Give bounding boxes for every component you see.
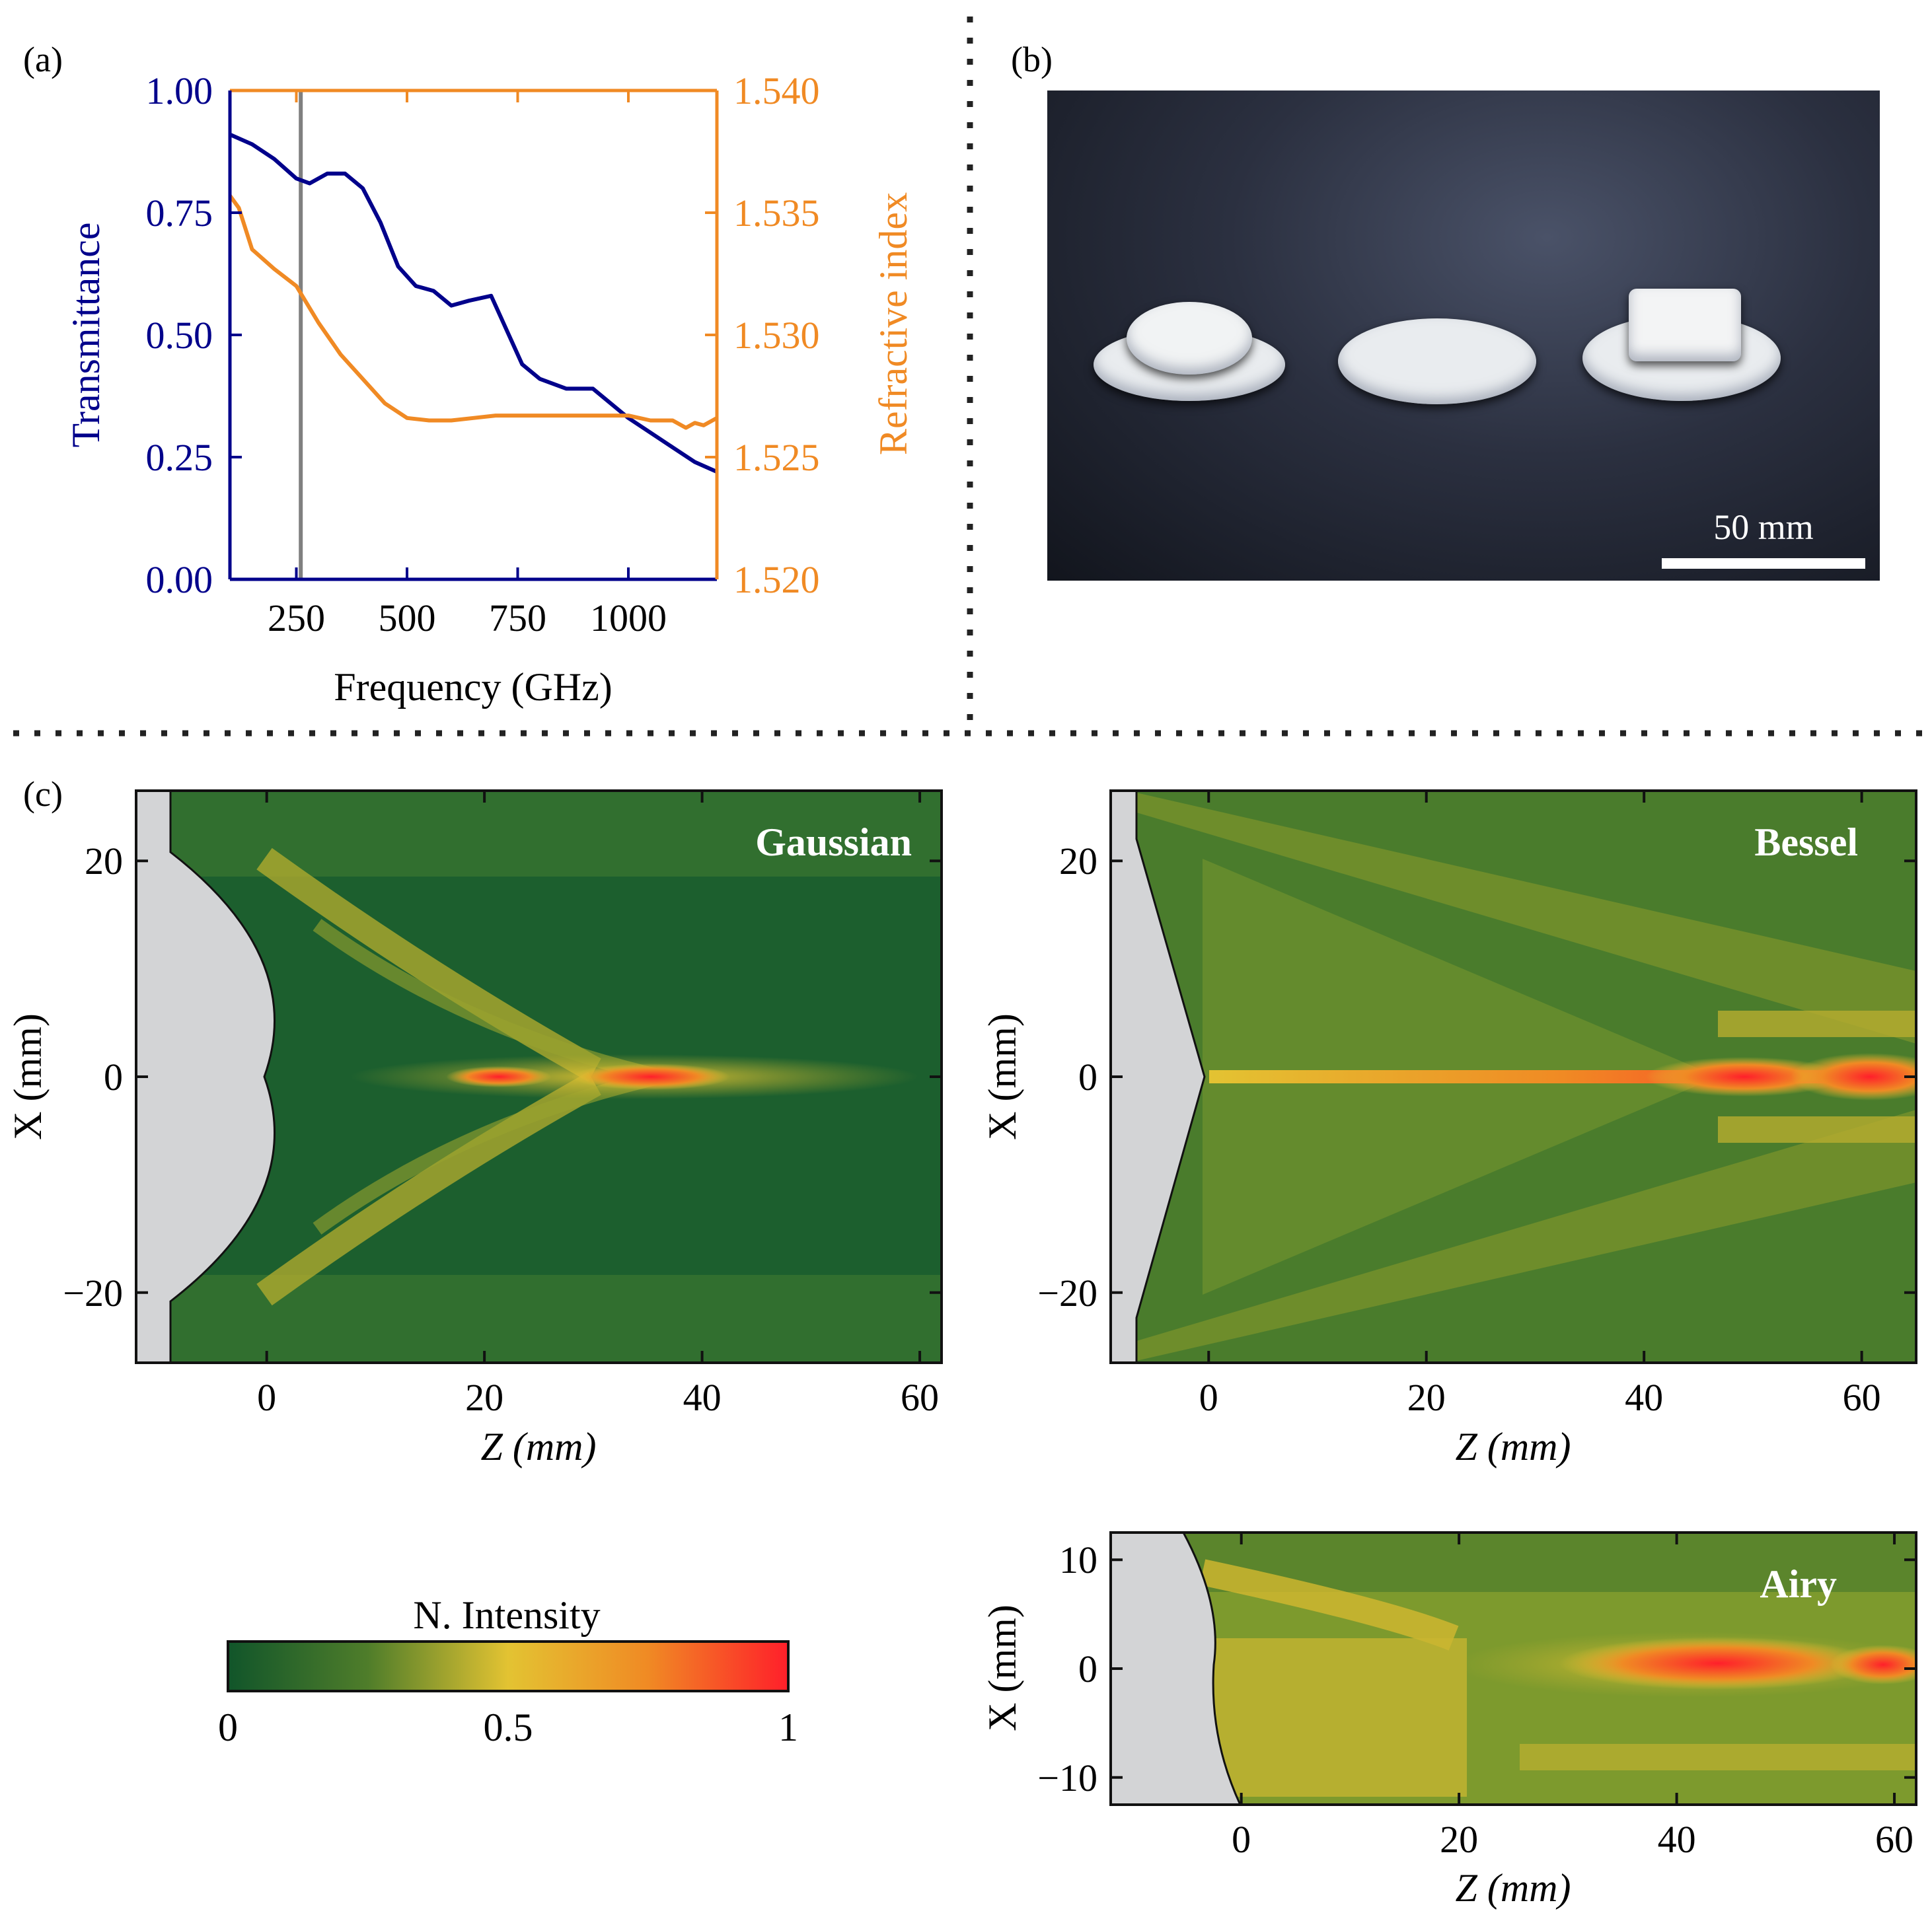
heatmap-xtick-label: 20 [1440,1818,1478,1861]
heatmap-xtick-label: 0 [1199,1376,1218,1419]
panel-a-plot-area: 250 500 750 1000 0.00 0.25 0.50 0.75 1.00 1.520 1.… [146,69,820,639]
airy-xlabel: Z (mm) [1456,1866,1571,1910]
airy-peak-2 [1830,1645,1916,1684]
airy-ylabel: X (mm) [981,1605,1024,1731]
gaussian-peak-1 [446,1066,552,1087]
panel-a-ytick-right-label: 1.520 [733,558,820,601]
colorbar-label: N. Intensity [413,1593,600,1637]
airy-title: Airy [1760,1562,1837,1606]
panel-a-xlabel: Frequency (GHz) [334,665,613,709]
panel-a-ytick-left-label: 0.25 [146,436,213,479]
scale-bar [1662,558,1865,569]
bessel-cone-upper [1136,793,1916,1044]
gaussian-lens-dome [1127,302,1252,375]
panel-a-ylabel-right: Refractive index [872,192,915,455]
panel-a-chart: (a) 250 500 750 1000 0.00 0.25 0.50 0.75 1.00 1.5… [23,40,915,709]
heatmap-xtick-label: 20 [1407,1376,1446,1419]
bessel-lens-photo [1338,318,1536,404]
gaussian-ylabel: X (mm) [6,1013,50,1140]
airy-curved-lobe [1199,1559,1459,1651]
panel-a-ytick-right-label: 1.540 [733,69,820,112]
bessel-xlabel: Z (mm) [1456,1425,1571,1468]
gaussian-edge-glow-bottom [136,1275,942,1363]
airy-peak-1 [1559,1637,1876,1690]
colorbar-tick-0: 0 [218,1706,238,1749]
heatmap-ytick-label: −20 [1037,1272,1097,1315]
gaussian-xlabel-text: Z (mm) [481,1425,597,1468]
heatmap-xtick-label: 20 [465,1376,503,1419]
airy-lower-band [1520,1744,1916,1770]
panel-a-xtick-label: 500 [379,596,436,639]
panel-a-xtick-label: 1000 [590,596,667,639]
panel-a-ytick-left-label: 0.75 [146,192,213,235]
bessel-cone-lower [1136,1110,1916,1361]
heatmap-xtick-label: 0 [1232,1818,1251,1861]
bessel-xlabel-text: Z (mm) [1456,1425,1571,1468]
heatmap-xtick-label: 0 [257,1376,276,1419]
panel-a-xtick-label: 750 [489,596,546,639]
heatmap-xtick-label: 60 [1843,1376,1881,1419]
heatmap-xtick-label: 40 [1658,1818,1696,1861]
panel-a-ytick-left-label: 1.00 [146,69,213,112]
airy-heatmap: Airy 0 20 40 60 −10 0 10 Z (mm) X (mm) [981,1531,1917,1910]
bessel-peak-1 [1645,1057,1843,1097]
panel-a-ytick-right-label: 1.530 [733,314,820,357]
airy-warm-zone [1203,1638,1467,1797]
heatmap-ytick-label: 0 [1078,1647,1097,1690]
colorbar-tick-mid: 0.5 [484,1706,533,1749]
series-line-refractive-index [228,194,718,430]
panel-b-label: (b) [1011,40,1053,79]
heatmap-ytick-label: −20 [63,1272,123,1315]
heatmap-ytick-label: 10 [1059,1538,1097,1581]
heatmap-ytick-label: 0 [104,1056,123,1099]
bessel-peak-2 [1791,1053,1916,1101]
panel-a-ytick-right-label: 1.535 [733,192,820,235]
panel-a-label: (a) [23,40,63,79]
lens-photo: 50 mm [1047,90,1880,581]
heatmap-ytick-label: 20 [1059,840,1097,883]
scale-bar-label: 50 mm [1713,507,1814,547]
gaussian-heatmap: Gaussian 0 20 40 60 −20 0 20 Z (mm) X (mm) [6,789,943,1468]
panel-a-ytick-left-label: 0.00 [146,558,213,601]
bessel-heatmap: Bessel 0 20 40 60 −20 0 20 Z (mm) X (mm) [981,789,1917,1468]
heatmap-xtick-label: 60 [1875,1818,1913,1861]
colorbar-gradient [227,1640,790,1692]
panel-a-ytick-left-label: 0.50 [146,314,213,357]
colorbar-tick-1: 1 [778,1706,798,1749]
heatmap-ytick-label: 20 [85,840,123,883]
gaussian-ticks: 0 20 40 60 −20 0 20 [63,791,942,1419]
panel-a-xtick-label: 250 [268,596,325,639]
gaussian-xlabel: Z (mm) [481,1425,597,1468]
gaussian-peak-2 [572,1064,730,1090]
heatmap-xtick-label: 40 [1625,1376,1663,1419]
airy-lens [1111,1533,1242,1805]
bessel-side-band-upper [1718,1011,1916,1037]
bessel-lens [1111,791,1206,1363]
intensity-colorbar: N. Intensity 0 0.5 1 [218,1593,798,1749]
panel-a-ytick-right-label: 1.525 [733,436,820,479]
airy-ticks: 0 20 40 60 −10 0 10 [1037,1533,1916,1861]
bessel-ylabel: X (mm) [981,1013,1024,1140]
gaussian-title: Gaussian [755,820,912,864]
panel-c-label: (c) [23,774,63,814]
gaussian-lens [136,791,276,1363]
heatmap-ytick-label: −10 [1037,1756,1097,1799]
bessel-ticks: 0 20 40 60 −20 0 20 [1037,791,1916,1419]
heatmap-ytick-label: 0 [1078,1056,1097,1099]
bessel-side-band-lower [1718,1116,1916,1143]
heatmap-xtick-label: 60 [901,1376,939,1419]
airy-lens-top [1629,289,1741,361]
airy-xlabel-text: Z (mm) [1456,1866,1571,1910]
panel-a-ylabel-left: Transmittance [64,222,108,447]
bessel-title: Bessel [1754,820,1858,864]
heatmap-xtick-label: 40 [683,1376,722,1419]
series-line-transmittance [229,132,718,474]
